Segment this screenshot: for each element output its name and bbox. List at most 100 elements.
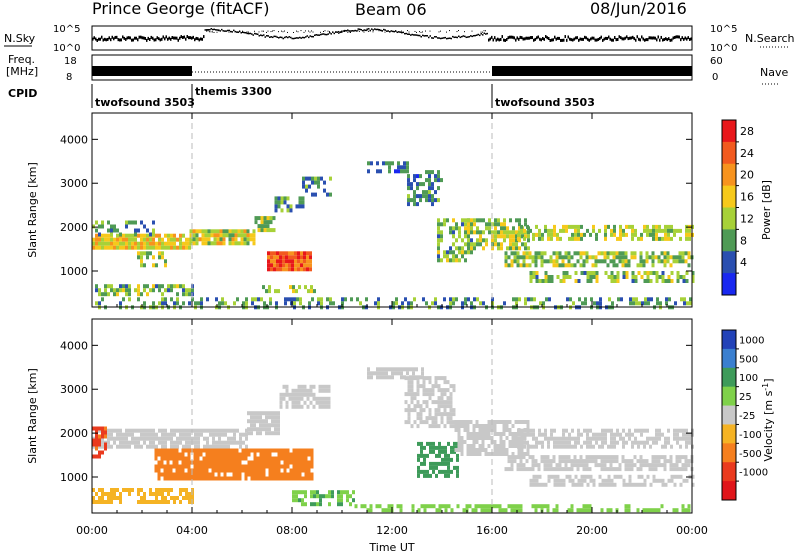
nsky-point bbox=[371, 28, 373, 30]
nsky-point bbox=[198, 38, 200, 42]
velocity-cell bbox=[217, 456, 221, 461]
power-cell bbox=[649, 279, 653, 283]
velocity-cell bbox=[286, 472, 290, 477]
nsky-point bbox=[639, 38, 641, 42]
power-cell bbox=[246, 229, 250, 234]
velocity-cell bbox=[128, 444, 131, 449]
power-cell bbox=[152, 288, 155, 293]
velocity-cell bbox=[607, 474, 611, 479]
velocity-cell bbox=[215, 432, 218, 437]
velocity-cell bbox=[478, 424, 482, 428]
nsky-point bbox=[279, 36, 281, 38]
velocity-cell bbox=[564, 467, 568, 472]
power-cell bbox=[167, 233, 170, 238]
nsky-point bbox=[155, 38, 157, 42]
power-cell bbox=[302, 176, 305, 181]
velocity-cell bbox=[160, 460, 164, 465]
power-cell bbox=[294, 251, 297, 256]
velocity-cell bbox=[449, 408, 453, 413]
velocity-cell bbox=[205, 460, 209, 465]
velocity-cell bbox=[161, 432, 164, 437]
velocity-cell bbox=[564, 459, 568, 464]
power-cell bbox=[128, 292, 131, 297]
power-cell bbox=[440, 238, 443, 243]
power-cell bbox=[164, 297, 167, 302]
nsky-point bbox=[596, 38, 598, 42]
power-cell bbox=[341, 297, 344, 302]
power-cell bbox=[467, 238, 470, 243]
power-cell bbox=[283, 196, 287, 201]
power-cell bbox=[624, 259, 628, 264]
velocity-cell bbox=[214, 448, 218, 453]
power-cell bbox=[246, 241, 250, 246]
velocity-cell bbox=[137, 488, 140, 492]
velocity-cell bbox=[622, 428, 625, 433]
freq-panel: Freq. [MHz] 18 8 60 0 Nave bbox=[6, 53, 788, 85]
velocity-cell bbox=[437, 408, 441, 413]
nsky-point bbox=[224, 30, 226, 32]
power-cell bbox=[654, 255, 658, 260]
power-cell bbox=[479, 234, 482, 239]
velocity-cell bbox=[516, 455, 520, 460]
velocity-cell bbox=[597, 455, 601, 460]
nsky-point bbox=[443, 37, 445, 39]
nsky-point bbox=[254, 32, 256, 35]
velocity-cell bbox=[428, 388, 432, 393]
power-cell bbox=[297, 267, 300, 272]
power-cell bbox=[660, 251, 664, 256]
power-cell bbox=[562, 275, 566, 279]
power-cell bbox=[242, 301, 245, 306]
nsearch-point bbox=[359, 30, 360, 32]
power-cell bbox=[231, 229, 235, 234]
power-cell bbox=[622, 232, 625, 237]
velocity-cell bbox=[382, 371, 385, 376]
nsky-dots bbox=[92, 28, 692, 42]
velocity-cell bbox=[202, 464, 206, 469]
power-cell bbox=[556, 236, 559, 241]
power-cell bbox=[631, 271, 635, 275]
nsky-point bbox=[162, 35, 164, 39]
velocity-cell bbox=[610, 444, 613, 449]
power-cell bbox=[570, 263, 574, 268]
power-cell bbox=[294, 255, 297, 260]
velocity-cell bbox=[598, 432, 601, 437]
power-cell bbox=[287, 297, 290, 302]
power-cell bbox=[464, 218, 467, 223]
velocity-cell bbox=[585, 467, 589, 472]
velocity-cell bbox=[406, 367, 409, 372]
velocity-cell bbox=[98, 450, 101, 455]
power-cell bbox=[512, 238, 515, 243]
power-cell bbox=[158, 237, 161, 242]
power-cell bbox=[599, 301, 602, 306]
power-cell bbox=[470, 250, 473, 255]
power-cell bbox=[431, 186, 434, 191]
power-cell bbox=[257, 228, 261, 233]
nsky-point bbox=[96, 38, 98, 42]
velocity-cell bbox=[167, 436, 170, 441]
velocity-cell bbox=[253, 452, 257, 457]
velocity-cell bbox=[313, 490, 316, 495]
velocity-cell bbox=[627, 508, 631, 513]
power-cell bbox=[652, 271, 656, 275]
cpid-row: CPID twofsound 3503 themis 3300 twofsoun… bbox=[8, 84, 595, 109]
velocity-cell bbox=[570, 459, 574, 464]
nsky-point bbox=[594, 38, 596, 42]
velocity-cell bbox=[244, 464, 248, 469]
velocity-cell bbox=[178, 452, 182, 457]
power-cell bbox=[431, 182, 434, 187]
power-cell bbox=[541, 279, 545, 283]
power-cell bbox=[279, 251, 282, 256]
power-cell bbox=[636, 263, 640, 268]
power-cell bbox=[155, 241, 158, 246]
power-cell bbox=[101, 245, 104, 250]
velocity-cell bbox=[604, 428, 607, 433]
power-colorbar-swatch bbox=[722, 141, 736, 165]
power-cell bbox=[503, 238, 506, 243]
velocity-cell bbox=[579, 508, 583, 513]
velocity-cell bbox=[540, 455, 544, 460]
velocity-cell bbox=[514, 444, 518, 448]
velocity-cell bbox=[669, 459, 673, 464]
power-cell bbox=[446, 254, 449, 259]
power-cell bbox=[577, 236, 580, 241]
